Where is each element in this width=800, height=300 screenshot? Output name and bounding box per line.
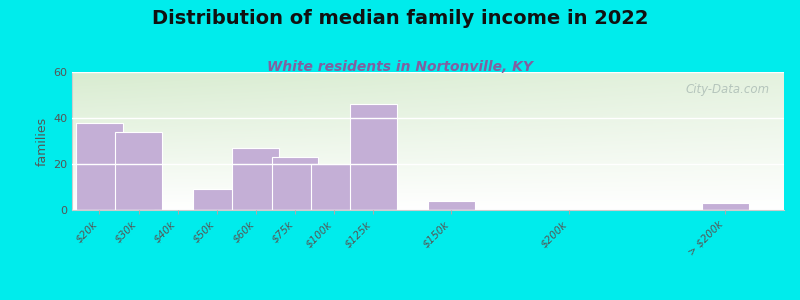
Bar [232, 148, 279, 210]
Text: City-Data.com: City-Data.com [686, 83, 770, 96]
Y-axis label: families: families [36, 116, 49, 166]
Bar [428, 201, 475, 210]
Bar [194, 189, 240, 210]
Bar [702, 203, 749, 210]
Text: White residents in Nortonville, KY: White residents in Nortonville, KY [267, 60, 533, 74]
Bar [310, 164, 358, 210]
Bar [350, 104, 397, 210]
Text: Distribution of median family income in 2022: Distribution of median family income in … [152, 9, 648, 28]
Bar [76, 123, 123, 210]
Bar [271, 157, 318, 210]
Bar [115, 132, 162, 210]
